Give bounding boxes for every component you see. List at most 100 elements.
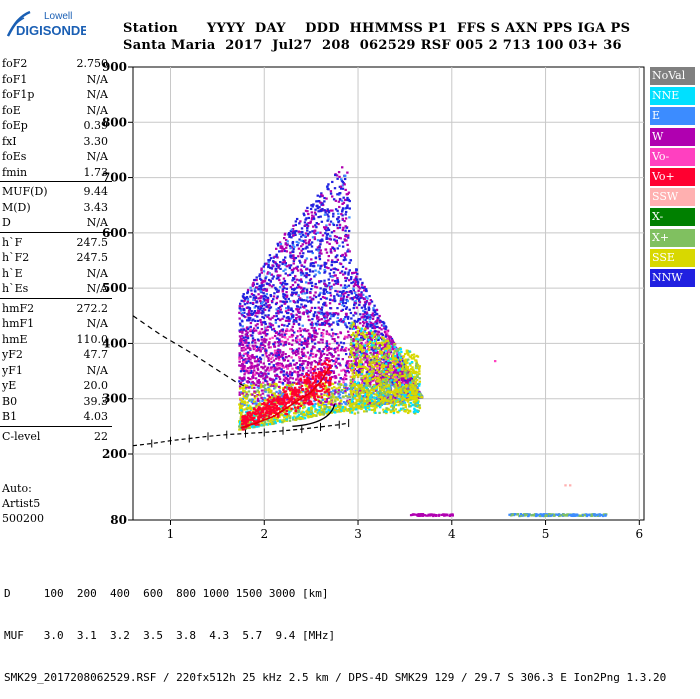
data-point	[249, 399, 251, 401]
data-point	[255, 297, 257, 299]
data-point	[335, 359, 337, 361]
data-point	[311, 361, 313, 363]
data-point	[275, 383, 277, 385]
data-point	[297, 371, 299, 373]
data-point	[364, 298, 366, 300]
data-point	[296, 244, 298, 246]
data-point	[344, 374, 346, 376]
data-point	[274, 335, 276, 337]
data-point	[326, 185, 328, 187]
data-point	[290, 356, 292, 358]
data-point	[281, 248, 283, 250]
data-point	[306, 340, 308, 342]
data-point	[260, 342, 262, 344]
data-point	[292, 277, 294, 279]
data-point	[242, 325, 244, 327]
data-point	[334, 174, 336, 176]
data-point	[264, 365, 266, 367]
data-point	[300, 245, 302, 247]
data-point	[339, 198, 341, 200]
data-point	[348, 400, 350, 402]
data-point	[314, 311, 316, 313]
data-point	[342, 229, 344, 231]
data-point	[255, 402, 257, 404]
data-point	[241, 387, 243, 389]
data-point	[241, 357, 243, 359]
data-point	[304, 239, 306, 241]
data-point	[306, 229, 308, 231]
data-point	[321, 221, 323, 223]
data-point	[291, 374, 293, 376]
data-point	[257, 327, 259, 329]
data-point	[290, 286, 292, 288]
data-point	[285, 291, 287, 293]
data-point	[288, 236, 290, 238]
data-point	[287, 309, 289, 311]
data-point	[268, 388, 270, 390]
data-point	[322, 329, 324, 331]
data-point	[267, 373, 269, 375]
data-point	[244, 402, 246, 404]
data-point	[254, 397, 256, 399]
data-point	[274, 287, 276, 289]
data-point	[257, 398, 259, 400]
data-point	[304, 221, 306, 223]
data-point	[327, 402, 329, 404]
data-point	[367, 357, 369, 359]
data-point	[338, 374, 340, 376]
data-point	[312, 356, 314, 358]
data-point	[243, 376, 245, 378]
x-tick-label: 2	[260, 527, 268, 541]
data-point	[334, 400, 336, 402]
data-point	[282, 365, 284, 367]
data-point	[326, 252, 328, 254]
data-point	[323, 200, 325, 202]
data-point	[284, 380, 286, 382]
data-point	[346, 244, 348, 246]
data-point	[366, 398, 368, 400]
data-point	[289, 245, 291, 247]
data-point	[279, 282, 281, 284]
data-point	[257, 385, 259, 387]
data-point	[304, 261, 306, 263]
data-point	[280, 311, 282, 313]
data-point	[333, 271, 335, 273]
data-point	[315, 257, 317, 259]
data-point	[365, 296, 367, 298]
data-point	[267, 360, 269, 362]
data-point	[343, 220, 345, 222]
data-point	[252, 313, 254, 315]
data-point	[250, 372, 252, 374]
data-point	[300, 334, 302, 336]
data-point	[306, 207, 308, 209]
data-point	[318, 328, 320, 330]
data-point	[345, 353, 347, 355]
data-point	[273, 364, 275, 366]
data-point	[343, 295, 345, 297]
data-point	[293, 323, 295, 325]
data-point	[258, 379, 260, 381]
data-point	[292, 339, 294, 341]
data-point	[302, 290, 304, 292]
data-point	[340, 410, 342, 412]
data-point	[342, 266, 344, 268]
data-point	[342, 309, 344, 311]
data-point	[270, 366, 272, 368]
data-point	[307, 352, 309, 354]
y-tick-label: 80	[110, 513, 127, 527]
data-point	[331, 231, 333, 233]
data-point	[337, 247, 339, 249]
data-point	[357, 281, 359, 283]
data-point	[286, 250, 288, 252]
data-point	[309, 354, 311, 356]
data-point	[289, 252, 291, 254]
data-point	[301, 348, 303, 350]
data-point	[240, 378, 242, 380]
data-point	[340, 213, 342, 215]
data-point	[284, 353, 286, 355]
data-point	[261, 312, 263, 314]
data-point	[310, 288, 312, 290]
data-point	[296, 341, 298, 343]
data-point	[255, 426, 257, 428]
data-point	[340, 370, 342, 372]
